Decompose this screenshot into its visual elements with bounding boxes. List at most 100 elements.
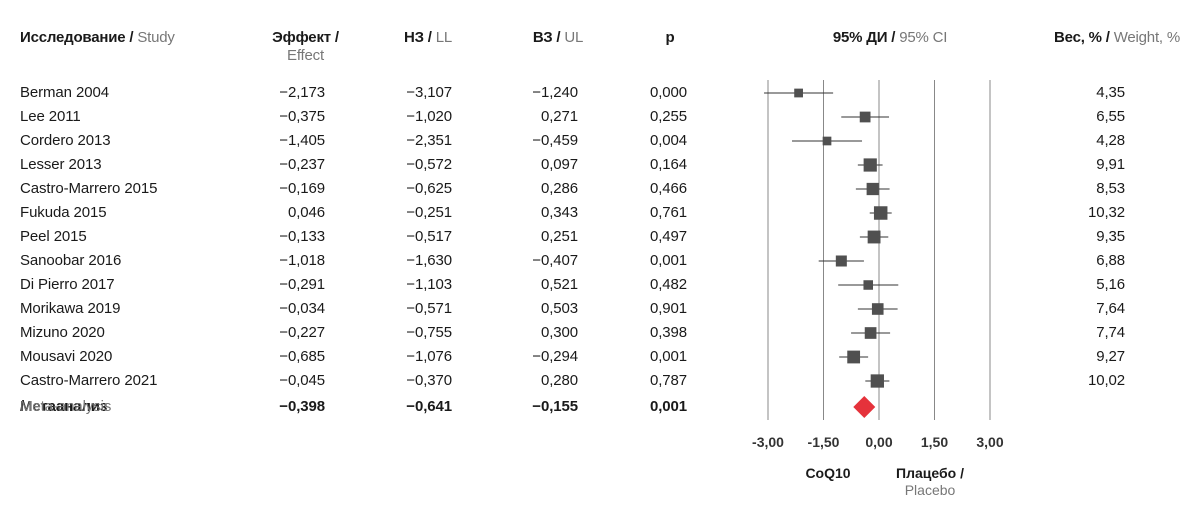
table-row: Berman 2004 −2,173 −3,107 −1,240 0,000 4,35 [0,81,1200,105]
table-row: Castro-Marrero 2015 −0,169 −0,625 0,286 0,46… [0,177,1200,201]
study-name: Berman 2004 [20,84,109,101]
table-row: Cordero 2013 −1,405 −2,351 −0,459 0,004 4,28 [0,129,1200,153]
effect-value: −1,018 [279,252,325,269]
lower-limit-value: −0,755 [406,324,452,341]
meta-p-value: 0,001 [650,398,688,415]
header-upper-limit: ВЗ / UL [532,29,584,46]
effect-marker [871,303,884,315]
p-value: 0,255 [650,108,688,125]
upper-limit-value: −0,407 [532,252,578,269]
effect-value: −0,045 [279,372,325,389]
table-row: Sanoobar 2016 −1,018 −1,630 −0,407 0,001 6,88 [0,249,1200,273]
p-value: 0,004 [650,132,688,149]
summary-diamond [853,396,876,418]
weight-value: 7,74 [1096,324,1125,341]
study-name: Lesser 2013 [20,156,102,173]
upper-limit-value: −0,294 [532,348,578,365]
table-row: Lee 2011 −0,375 −1,020 0,271 0,255 6,55 [0,105,1200,129]
upper-limit-value: 0,300 [540,324,578,341]
lower-limit-value: −0,251 [406,204,452,221]
table-row: Mizuno 2020 −0,227 −0,755 0,300 0,398 7,74 [0,321,1200,345]
table-row: Lesser 2013 −0,237 −0,572 0,097 0,164 9,91 [0,153,1200,177]
effect-marker [870,374,884,388]
effect-marker [822,136,832,146]
lower-limit-value: −0,370 [406,372,452,389]
favours-coq10-label: CoQ10 [805,465,851,481]
effect-marker [835,255,847,267]
upper-limit-value: 0,097 [540,156,578,173]
effect-value: −0,237 [279,156,325,173]
effect-marker [866,182,879,196]
weight-value: 10,02 [1087,372,1125,389]
lower-limit-value: −1,630 [406,252,452,269]
weight-value: 7,64 [1096,300,1125,317]
study-name: Mousavi 2020 [20,348,113,365]
table-row: Morikawa 2019 −0,034 −0,571 0,503 0,901 7,64 [0,297,1200,321]
header-p-value: p [665,29,675,46]
effect-marker [867,230,881,244]
meta-analysis-row: Метаанализ / Meta-analysis −0,398 −0,641… [0,395,1200,419]
p-value: 0,398 [650,324,688,341]
effect-marker [864,327,877,339]
effect-value: −0,133 [279,228,325,245]
weight-value: 5,16 [1096,276,1125,293]
table-row: Fukuda 2015 0,046 −0,251 0,343 0,761 10,32 [0,201,1200,225]
p-value: 0,000 [650,84,688,101]
x-tick-label: -3,00 [752,434,784,450]
p-value: 0,761 [650,204,688,221]
study-name: Sanoobar 2016 [20,252,122,269]
effect-value: −0,227 [279,324,325,341]
effect-value: −0,291 [279,276,325,293]
meta-lower-limit-value: −0,641 [406,398,452,415]
p-value: 0,001 [650,252,688,269]
effect-value: −0,375 [279,108,325,125]
lower-limit-value: −0,571 [406,300,452,317]
lower-limit-value: −0,625 [406,180,452,197]
lower-limit-value: −1,020 [406,108,452,125]
header-effect: Эффект / Effect [272,29,339,64]
study-name: Castro-Marrero 2015 [20,180,158,197]
study-name: Lee 2011 [20,108,81,125]
study-name: Fukuda 2015 [20,204,107,221]
meta-upper-limit-value: −0,155 [532,398,578,415]
p-value: 0,787 [650,372,688,389]
upper-limit-value: −1,240 [532,84,578,101]
lower-limit-value: −2,351 [406,132,452,149]
p-value: 0,466 [650,180,688,197]
effect-marker [859,111,871,123]
header-weight: Вес, % / Weight, % [1054,29,1180,46]
study-name: Cordero 2013 [20,132,111,149]
upper-limit-value: 0,286 [540,180,578,197]
p-value: 0,164 [650,156,688,173]
weight-value: 6,55 [1096,108,1125,125]
p-value: 0,901 [650,300,688,317]
upper-limit-value: 0,271 [540,108,578,125]
lower-limit-value: −3,107 [406,84,452,101]
table-row: Peel 2015 −0,133 −0,517 0,251 0,497 9,35 [0,225,1200,249]
weight-value: 4,28 [1096,132,1125,149]
effect-value: −1,405 [279,132,325,149]
weight-value: 9,91 [1096,156,1125,173]
table-row: Di Pierro 2017 −0,291 −1,103 0,521 0,482 5,16 [0,273,1200,297]
table-row: Castro-Marrero 2021 −0,045 −0,370 0,280 0,78… [0,369,1200,393]
effect-marker [873,206,888,220]
lower-limit-value: −0,572 [406,156,452,173]
weight-value: 4,35 [1096,84,1125,101]
weight-value: 9,35 [1096,228,1125,245]
lower-limit-value: −1,103 [406,276,452,293]
table-row: Mousavi 2020 −0,685 −1,076 −0,294 0,001 9,27 [0,345,1200,369]
x-tick-label: 3,00 [976,434,1003,450]
header-study: Исследование / Study [20,29,175,46]
upper-limit-value: 0,521 [540,276,578,293]
effect-value: −0,685 [279,348,325,365]
x-tick-label: -1,50 [808,434,840,450]
effect-value: 0,046 [287,204,325,221]
study-name: Morikawa 2019 [20,300,121,317]
meta-effect-value: −0,398 [279,398,325,415]
upper-limit-value: −0,459 [532,132,578,149]
header-confidence-interval: 95% ДИ / 95% CI [832,29,948,46]
effect-marker [863,158,877,172]
weight-value: 10,32 [1087,204,1125,221]
header-lower-limit: НЗ / LL [403,29,453,46]
